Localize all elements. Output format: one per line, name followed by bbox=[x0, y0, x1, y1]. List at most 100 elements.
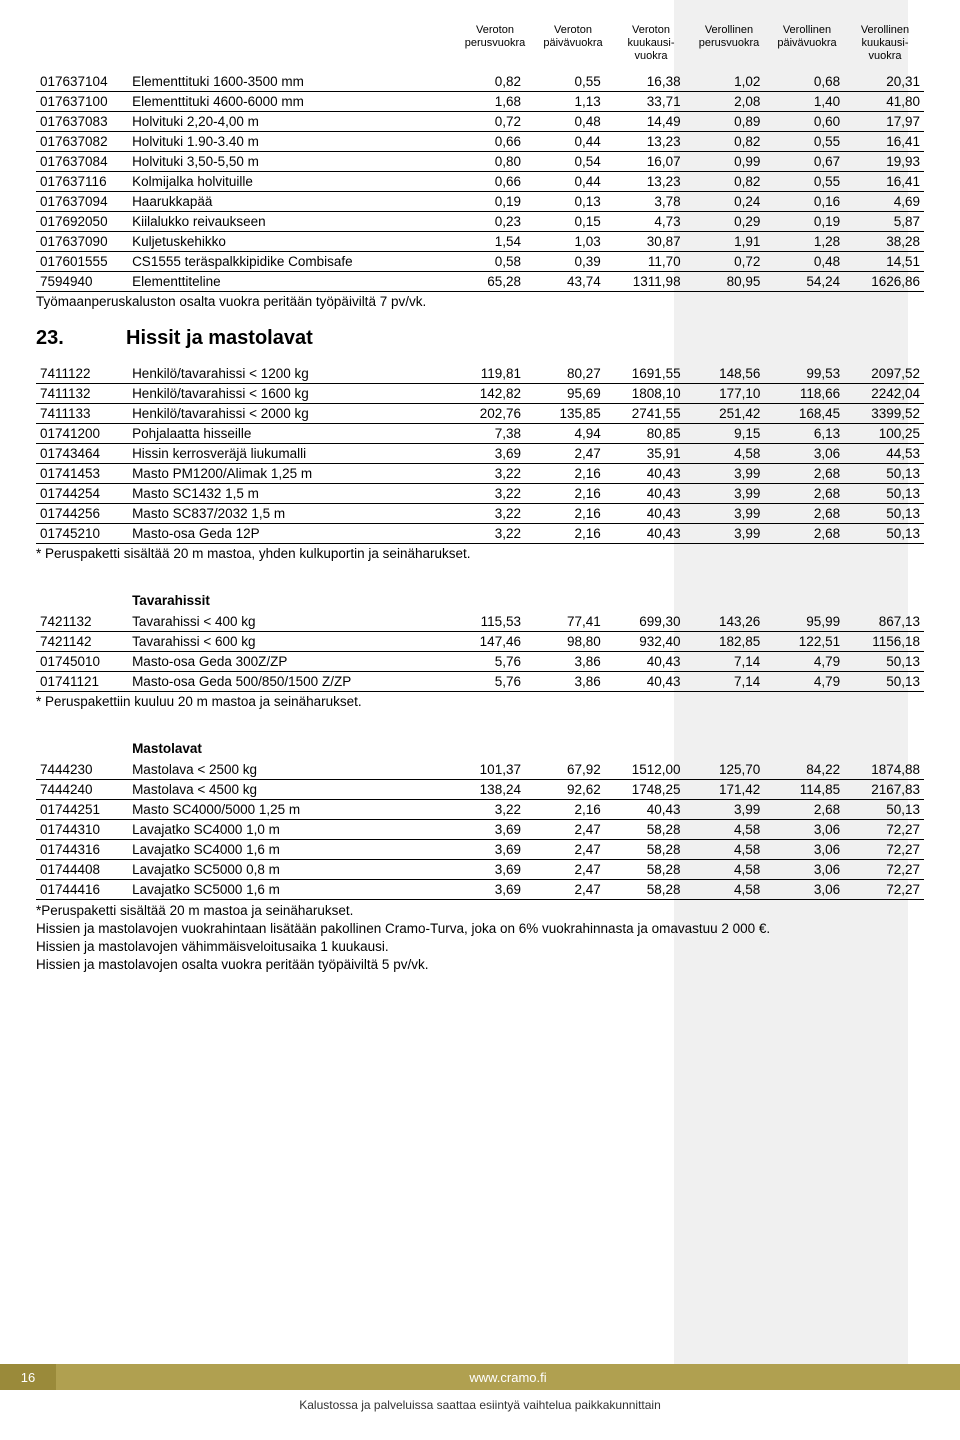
row-value: 4,58 bbox=[685, 443, 765, 463]
table-row: 017637094Haarukkapää0,190,133,780,240,16… bbox=[36, 191, 924, 211]
row-value: 58,28 bbox=[605, 859, 685, 879]
row-value: 3,22 bbox=[445, 799, 525, 819]
row-description: Masto SC837/2032 1,5 m bbox=[128, 503, 445, 523]
row-value: 2,47 bbox=[525, 859, 605, 879]
row-value: 0,89 bbox=[685, 111, 765, 131]
row-value: 138,24 bbox=[445, 779, 525, 799]
row-value: 3,69 bbox=[445, 859, 525, 879]
row-code: 7411132 bbox=[36, 383, 128, 403]
row-value: 3399,52 bbox=[844, 403, 924, 423]
row-value: 147,46 bbox=[445, 631, 525, 651]
row-value: 0,19 bbox=[764, 211, 844, 231]
row-description: Henkilö/tavarahissi < 1600 kg bbox=[128, 383, 445, 403]
row-value: 3,78 bbox=[605, 191, 685, 211]
table-row: 017601555CS1555 teräspalkkipidike Combis… bbox=[36, 251, 924, 271]
row-description: Masto-osa Geda 12P bbox=[128, 523, 445, 543]
row-value: 0,48 bbox=[525, 111, 605, 131]
row-value: 65,28 bbox=[445, 271, 525, 291]
row-value: 54,24 bbox=[764, 271, 844, 291]
row-value: 3,06 bbox=[764, 819, 844, 839]
row-description: Elementtituki 4600-6000 mm bbox=[128, 91, 445, 111]
table-row: 01744316Lavajatko SC4000 1,6 m3,692,4758… bbox=[36, 839, 924, 859]
row-description: Masto SC4000/5000 1,25 m bbox=[128, 799, 445, 819]
row-value: 33,71 bbox=[605, 91, 685, 111]
row-value: 72,27 bbox=[844, 859, 924, 879]
row-value: 80,85 bbox=[605, 423, 685, 443]
row-value: 2242,04 bbox=[844, 383, 924, 403]
row-value: 0,13 bbox=[525, 191, 605, 211]
row-value: 5,76 bbox=[445, 671, 525, 691]
row-value: 3,69 bbox=[445, 443, 525, 463]
row-value: 2,47 bbox=[525, 879, 605, 899]
row-value: 50,13 bbox=[844, 799, 924, 819]
row-value: 3,69 bbox=[445, 819, 525, 839]
row-value: 35,91 bbox=[605, 443, 685, 463]
row-code: 017637084 bbox=[36, 151, 128, 171]
row-description: Tavarahissi < 600 kg bbox=[128, 631, 445, 651]
table-row: 01744251Masto SC4000/5000 1,25 m3,222,16… bbox=[36, 799, 924, 819]
row-value: 4,79 bbox=[764, 671, 844, 691]
row-value: 0,55 bbox=[764, 131, 844, 151]
row-value: 1691,55 bbox=[605, 364, 685, 384]
table-row: 01744416Lavajatko SC5000 1,6 m3,692,4758… bbox=[36, 879, 924, 899]
row-value: 4,73 bbox=[605, 211, 685, 231]
row-value: 4,69 bbox=[844, 191, 924, 211]
col-header: Veroton kuukausi- vuokra bbox=[612, 24, 690, 64]
row-value: 3,69 bbox=[445, 839, 525, 859]
table-row: 7444230Mastolava < 2500 kg101,3767,92151… bbox=[36, 760, 924, 780]
row-description: Lavajatko SC5000 0,8 m bbox=[128, 859, 445, 879]
row-value: 14,51 bbox=[844, 251, 924, 271]
row-value: 58,28 bbox=[605, 819, 685, 839]
footer-bar: 16 www.cramo.fi bbox=[0, 1364, 960, 1390]
row-value: 72,27 bbox=[844, 819, 924, 839]
row-value: 99,53 bbox=[764, 364, 844, 384]
row-value: 40,43 bbox=[605, 463, 685, 483]
row-value: 95,69 bbox=[525, 383, 605, 403]
row-code: 017637094 bbox=[36, 191, 128, 211]
table-row: 017692050Kiilalukko reivaukseen0,230,154… bbox=[36, 211, 924, 231]
row-code: 7594940 bbox=[36, 271, 128, 291]
row-value: 0,68 bbox=[764, 72, 844, 92]
section23-footnote: * Peruspaketti sisältää 20 m mastoa, yhd… bbox=[36, 546, 924, 561]
row-value: 0,67 bbox=[764, 151, 844, 171]
row-value: 0,54 bbox=[525, 151, 605, 171]
row-value: 0,55 bbox=[525, 72, 605, 92]
row-value: 1,13 bbox=[525, 91, 605, 111]
row-code: 017637104 bbox=[36, 72, 128, 92]
row-value: 80,95 bbox=[685, 271, 765, 291]
row-code: 017637090 bbox=[36, 231, 128, 251]
row-value: 4,58 bbox=[685, 839, 765, 859]
row-description: Kuljetuskehikko bbox=[128, 231, 445, 251]
row-description: Kiilalukko reivaukseen bbox=[128, 211, 445, 231]
row-code: 017637083 bbox=[36, 111, 128, 131]
note-line: Hissien ja mastolavojen osalta vuokra pe… bbox=[36, 957, 924, 972]
row-value: 1874,88 bbox=[844, 760, 924, 780]
row-code: 7444240 bbox=[36, 779, 128, 799]
table-row: 01741453Masto PM1200/Alimak 1,25 m3,222,… bbox=[36, 463, 924, 483]
row-value: 182,85 bbox=[685, 631, 765, 651]
row-value: 0,16 bbox=[764, 191, 844, 211]
price-table-23: 7411122Henkilö/tavarahissi < 1200 kg119,… bbox=[36, 364, 924, 544]
row-code: 01741200 bbox=[36, 423, 128, 443]
row-value: 0,82 bbox=[685, 171, 765, 191]
row-description: Holvituki 3,50-5,50 m bbox=[128, 151, 445, 171]
row-value: 0,58 bbox=[445, 251, 525, 271]
row-value: 50,13 bbox=[844, 483, 924, 503]
row-description: Pohjalaatta hisseille bbox=[128, 423, 445, 443]
row-value: 1,02 bbox=[685, 72, 765, 92]
row-value: 3,06 bbox=[764, 859, 844, 879]
row-value: 72,27 bbox=[844, 879, 924, 899]
table-row: 7411133Henkilö/tavarahissi < 2000 kg202,… bbox=[36, 403, 924, 423]
page-number: 16 bbox=[0, 1364, 56, 1390]
document-page: Veroton perusvuokra Veroton päivävuokra … bbox=[0, 0, 960, 1390]
row-value: 72,27 bbox=[844, 839, 924, 859]
row-value: 3,22 bbox=[445, 523, 525, 543]
price-table-tavarahissit: Tavarahissit 7421132Tavarahissi < 400 kg… bbox=[36, 579, 924, 692]
row-value: 0,80 bbox=[445, 151, 525, 171]
column-headers: Veroton perusvuokra Veroton päivävuokra … bbox=[36, 24, 924, 64]
row-value: 40,43 bbox=[605, 503, 685, 523]
row-value: 0,99 bbox=[685, 151, 765, 171]
row-code: 7421132 bbox=[36, 612, 128, 632]
row-value: 50,13 bbox=[844, 671, 924, 691]
row-value: 0,82 bbox=[445, 72, 525, 92]
